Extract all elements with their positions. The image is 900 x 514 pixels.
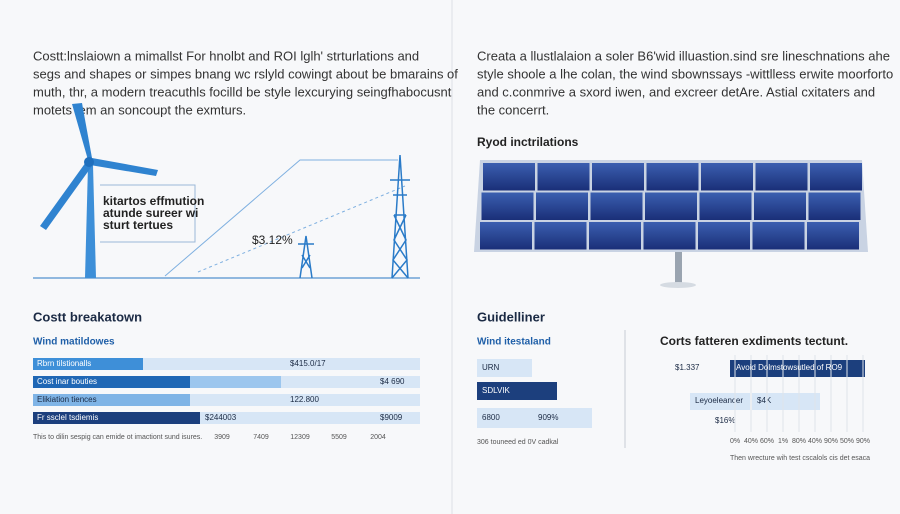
section-title: Costt breakatown — [33, 309, 142, 324]
value-label: $244003 — [205, 413, 237, 422]
solar-cell — [481, 192, 534, 220]
bar-label: SDLVIK — [482, 386, 511, 395]
value-label: $9009 — [380, 413, 403, 422]
section-subtitle: Wind itestaland — [477, 337, 551, 348]
axis-tick-label: 90% — [856, 438, 870, 445]
bar-label: Cost inar bouties — [37, 377, 97, 386]
solar-cell — [643, 222, 696, 250]
axis-tick-label: 3909 — [214, 434, 230, 441]
solar-cell — [536, 192, 588, 220]
solar-cell — [699, 192, 752, 220]
footnote: Then wrecture wih test cscalols cis det … — [730, 455, 870, 462]
paragraph-line: segs and shapes or simpes bnang wc rslyl… — [33, 66, 458, 81]
bar-label: Elikiation tiences — [37, 395, 97, 404]
axis-tick-label: 50% — [840, 438, 854, 445]
solar-cell — [754, 192, 806, 220]
axis-tick-label: 1% — [778, 438, 788, 445]
bar-label: 909% — [538, 413, 558, 422]
solar-cell — [646, 163, 699, 191]
bar-label: Leyoeleancer — [695, 396, 743, 405]
axis-tick-label: 0% — [730, 438, 740, 445]
solar-cell — [701, 163, 753, 191]
solar-cell — [810, 163, 862, 191]
illustration-label: Ryod inctrilations — [477, 135, 579, 149]
section-title: Guidelliner — [477, 309, 545, 324]
solar-cell — [480, 222, 532, 250]
bar-label: URN — [482, 363, 500, 372]
paragraph-line: the concerrt. — [477, 102, 549, 117]
solar-cell — [698, 222, 750, 250]
axis-tick-label: 40% — [744, 438, 758, 445]
solar-cell — [483, 163, 535, 191]
paragraph-line: motets lem an soncoupt the exmturs. — [33, 102, 246, 117]
section-subtitle: Corts fatteren exdiments tectunt. — [660, 334, 848, 348]
value-label: 122.800 — [290, 395, 319, 404]
axis-tick-label: 90% — [824, 438, 838, 445]
paragraph-line: and c.conmrive a sxord iwen, and excreer… — [477, 84, 875, 99]
axis-tick-label: 5509 — [331, 434, 347, 441]
solar-cell — [752, 222, 805, 250]
solar-cell — [537, 163, 590, 191]
bar-label: Rbrn tilstionalls — [37, 359, 91, 368]
solar-cell — [590, 192, 643, 220]
value-label: $16% — [715, 416, 735, 425]
axis-tick-label: 60% — [760, 438, 774, 445]
axis-tick-label: 40% — [808, 438, 822, 445]
value-label: $4K — [757, 396, 772, 405]
illustration-label: sturt tertues — [103, 218, 173, 232]
wind-illustration — [33, 103, 420, 279]
solar-cell — [755, 163, 808, 191]
paragraph-line: Creata a llustlalaion a soler B6'wid ill… — [477, 48, 890, 63]
axis-tick-label: 80% — [792, 438, 806, 445]
solar-cell — [592, 163, 644, 191]
paragraph-line: muth, thr, a modern treacuthls focilld b… — [33, 84, 452, 99]
value-label: $1.337 — [675, 363, 700, 372]
paragraph-line: style shoole a lhe colan, the wind sbown… — [477, 66, 893, 81]
solar-cell — [589, 222, 641, 250]
footnote: This to dilin sespig can emide ot imacti… — [33, 434, 202, 441]
illustration-label: $3.12% — [252, 233, 293, 247]
bar — [752, 393, 820, 410]
section-subtitle: Wind matildowes — [33, 337, 115, 348]
axis-tick-label: 7409 — [253, 434, 269, 441]
solar-cell — [807, 222, 859, 250]
axis-label: 306 touneed ed 0V cadkal — [477, 439, 559, 446]
illustration-label: atunde sureer wi — [103, 206, 198, 220]
paragraph-line: Costt:lnslaiown a mimallst For hnolbt an… — [33, 48, 419, 63]
bars — [33, 358, 420, 424]
value-label: $4 690 — [380, 377, 405, 386]
bar-label: Avoid Dolmstowsutled of RO9 — [736, 363, 843, 372]
value-label: $415.0/17 — [290, 359, 326, 368]
solar-cell — [808, 192, 861, 220]
axis-tick-label: 12309 — [290, 434, 310, 441]
bar-label: 6800 — [482, 413, 500, 422]
illustration-label: kitartos effmution — [103, 194, 204, 208]
solar-illustration — [474, 160, 868, 288]
solar-cell — [645, 192, 697, 220]
axis-tick-label: 2004 — [370, 434, 386, 441]
bars — [477, 359, 592, 428]
solar-cell — [534, 222, 587, 250]
bar-label: Fr ssclel tsdiemis — [37, 413, 98, 422]
